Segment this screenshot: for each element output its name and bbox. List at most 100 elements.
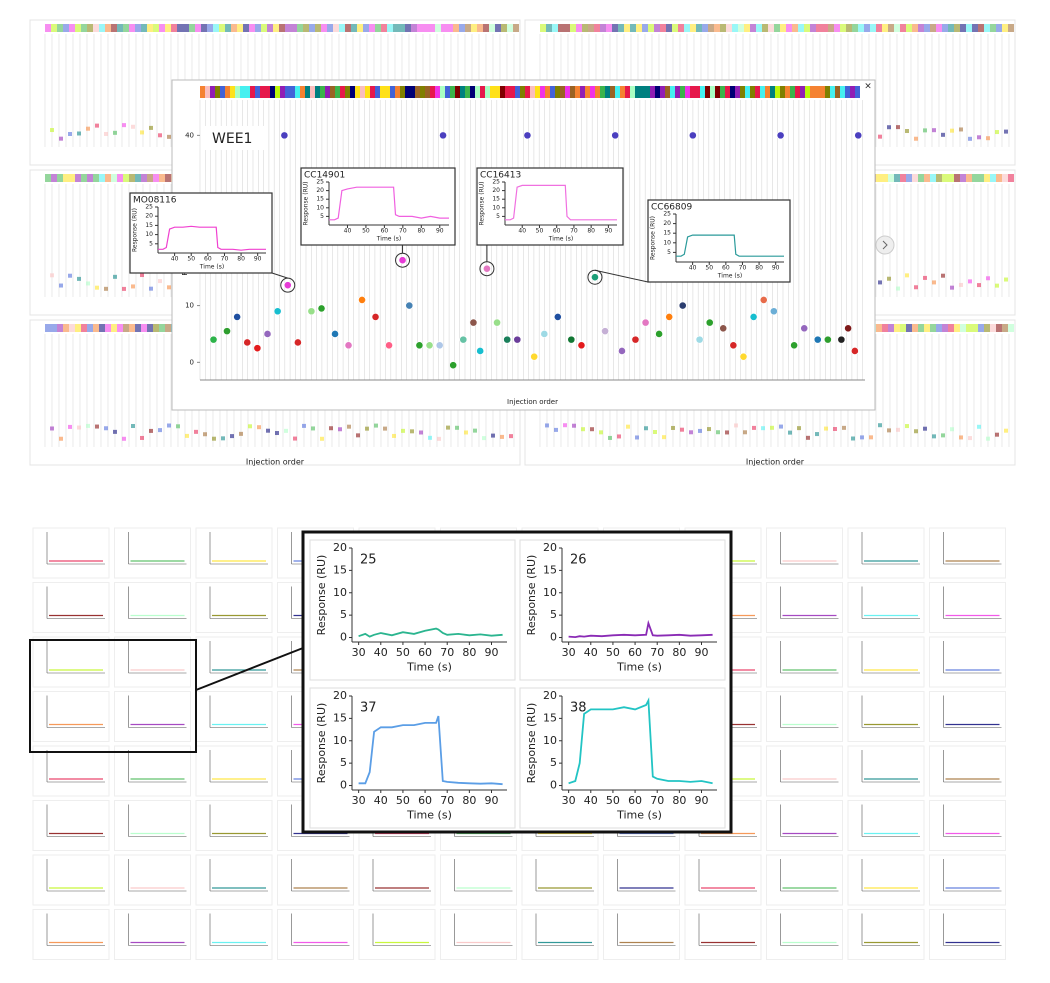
panel-dot <box>95 424 99 429</box>
mini-panel <box>195 745 273 797</box>
header-stripe <box>135 24 141 32</box>
y-tick-label: 0 <box>340 779 347 792</box>
y-axis-label: Response (RU) <box>479 182 486 226</box>
header-stripe <box>948 324 954 332</box>
header-stripe <box>894 24 900 32</box>
mini-panel <box>929 527 1006 579</box>
header-stripe <box>954 24 960 32</box>
header-stripe <box>852 24 858 32</box>
header-stripe <box>75 324 81 332</box>
header-stripe <box>924 174 930 182</box>
panel-dot <box>473 428 477 433</box>
header-stripe <box>888 174 894 182</box>
mini-panel <box>32 691 110 742</box>
header-stripe <box>876 24 882 32</box>
point <box>476 347 485 355</box>
y-tick-label: 15 <box>663 230 671 237</box>
header-stripe <box>465 86 470 98</box>
header-stripe <box>399 24 405 32</box>
point <box>611 131 620 140</box>
header-stripe <box>123 174 129 182</box>
panel-dot <box>923 426 927 431</box>
close-button[interactable]: × <box>864 82 872 92</box>
header-stripe <box>275 86 280 98</box>
x-tick-label: 60 <box>553 228 561 235</box>
header-stripe <box>51 324 57 332</box>
panel-dot <box>734 423 738 428</box>
y-tick-label: 15 <box>543 563 557 576</box>
header-stripe <box>1002 24 1008 32</box>
header-stripe <box>350 86 355 98</box>
header-stripe <box>435 86 440 98</box>
header-stripe <box>375 86 380 98</box>
header-stripe <box>740 86 745 98</box>
header-stripe <box>417 24 423 32</box>
point <box>769 307 778 316</box>
header-stripe <box>335 86 340 98</box>
header-stripe <box>291 24 297 32</box>
panel-title: CC14901 <box>304 171 345 181</box>
y-tick-label: 10 <box>185 302 194 310</box>
header-stripe <box>279 24 285 32</box>
header-stripe <box>69 324 75 332</box>
header-stripe <box>545 86 550 98</box>
panel-dot <box>1004 428 1008 433</box>
header-stripe <box>237 24 243 32</box>
point <box>469 318 478 327</box>
panel-dot <box>383 426 387 431</box>
header-stripe <box>387 24 393 32</box>
x-tick-label: 80 <box>462 646 476 659</box>
header-stripe <box>618 24 624 32</box>
panel-title: 38 <box>570 701 587 716</box>
header-stripe <box>45 174 51 182</box>
panel-dot <box>806 435 810 440</box>
x-tick-label: 90 <box>436 228 444 235</box>
header-stripe <box>385 86 390 98</box>
panel-dot <box>581 427 585 432</box>
header-stripe <box>882 324 888 332</box>
header-stripe <box>558 24 564 32</box>
mini-panel <box>195 854 273 906</box>
panel-dot <box>446 425 450 430</box>
header-stripe <box>445 86 450 98</box>
x-tick-label: 60 <box>722 265 730 272</box>
header-stripe <box>770 86 775 98</box>
panel-dot <box>662 435 666 440</box>
header-stripe <box>290 86 295 98</box>
mini-panel <box>521 854 599 906</box>
header-stripe <box>696 24 702 32</box>
x-tick-label: 40 <box>689 265 697 272</box>
header-stripe <box>243 24 249 32</box>
point <box>280 131 289 140</box>
panel-dot <box>833 426 837 431</box>
header-stripe <box>960 174 966 182</box>
panel-dot <box>896 427 900 432</box>
point <box>331 330 339 338</box>
header-stripe <box>666 24 672 32</box>
header-stripe <box>285 86 290 98</box>
mini-panel <box>32 636 110 688</box>
header-stripe <box>705 86 710 98</box>
header-stripe <box>830 86 835 98</box>
point <box>483 264 491 273</box>
header-stripe <box>825 86 830 98</box>
header-stripe <box>750 24 756 32</box>
panel-dot <box>626 424 630 429</box>
point <box>844 324 853 333</box>
header-stripe <box>505 86 510 98</box>
point <box>243 338 252 347</box>
header-stripe <box>123 324 129 332</box>
mini-panel <box>32 909 110 960</box>
trace <box>158 225 266 251</box>
header-stripe <box>333 24 339 32</box>
point <box>665 313 674 321</box>
header-stripe <box>560 86 565 98</box>
header-stripe <box>635 86 640 98</box>
panel-dot <box>149 286 153 291</box>
panel-dot <box>392 433 396 438</box>
header-stripe <box>87 174 93 182</box>
header-stripe <box>636 24 642 32</box>
x-tick-label: 80 <box>672 794 686 807</box>
header-stripe <box>684 24 690 32</box>
